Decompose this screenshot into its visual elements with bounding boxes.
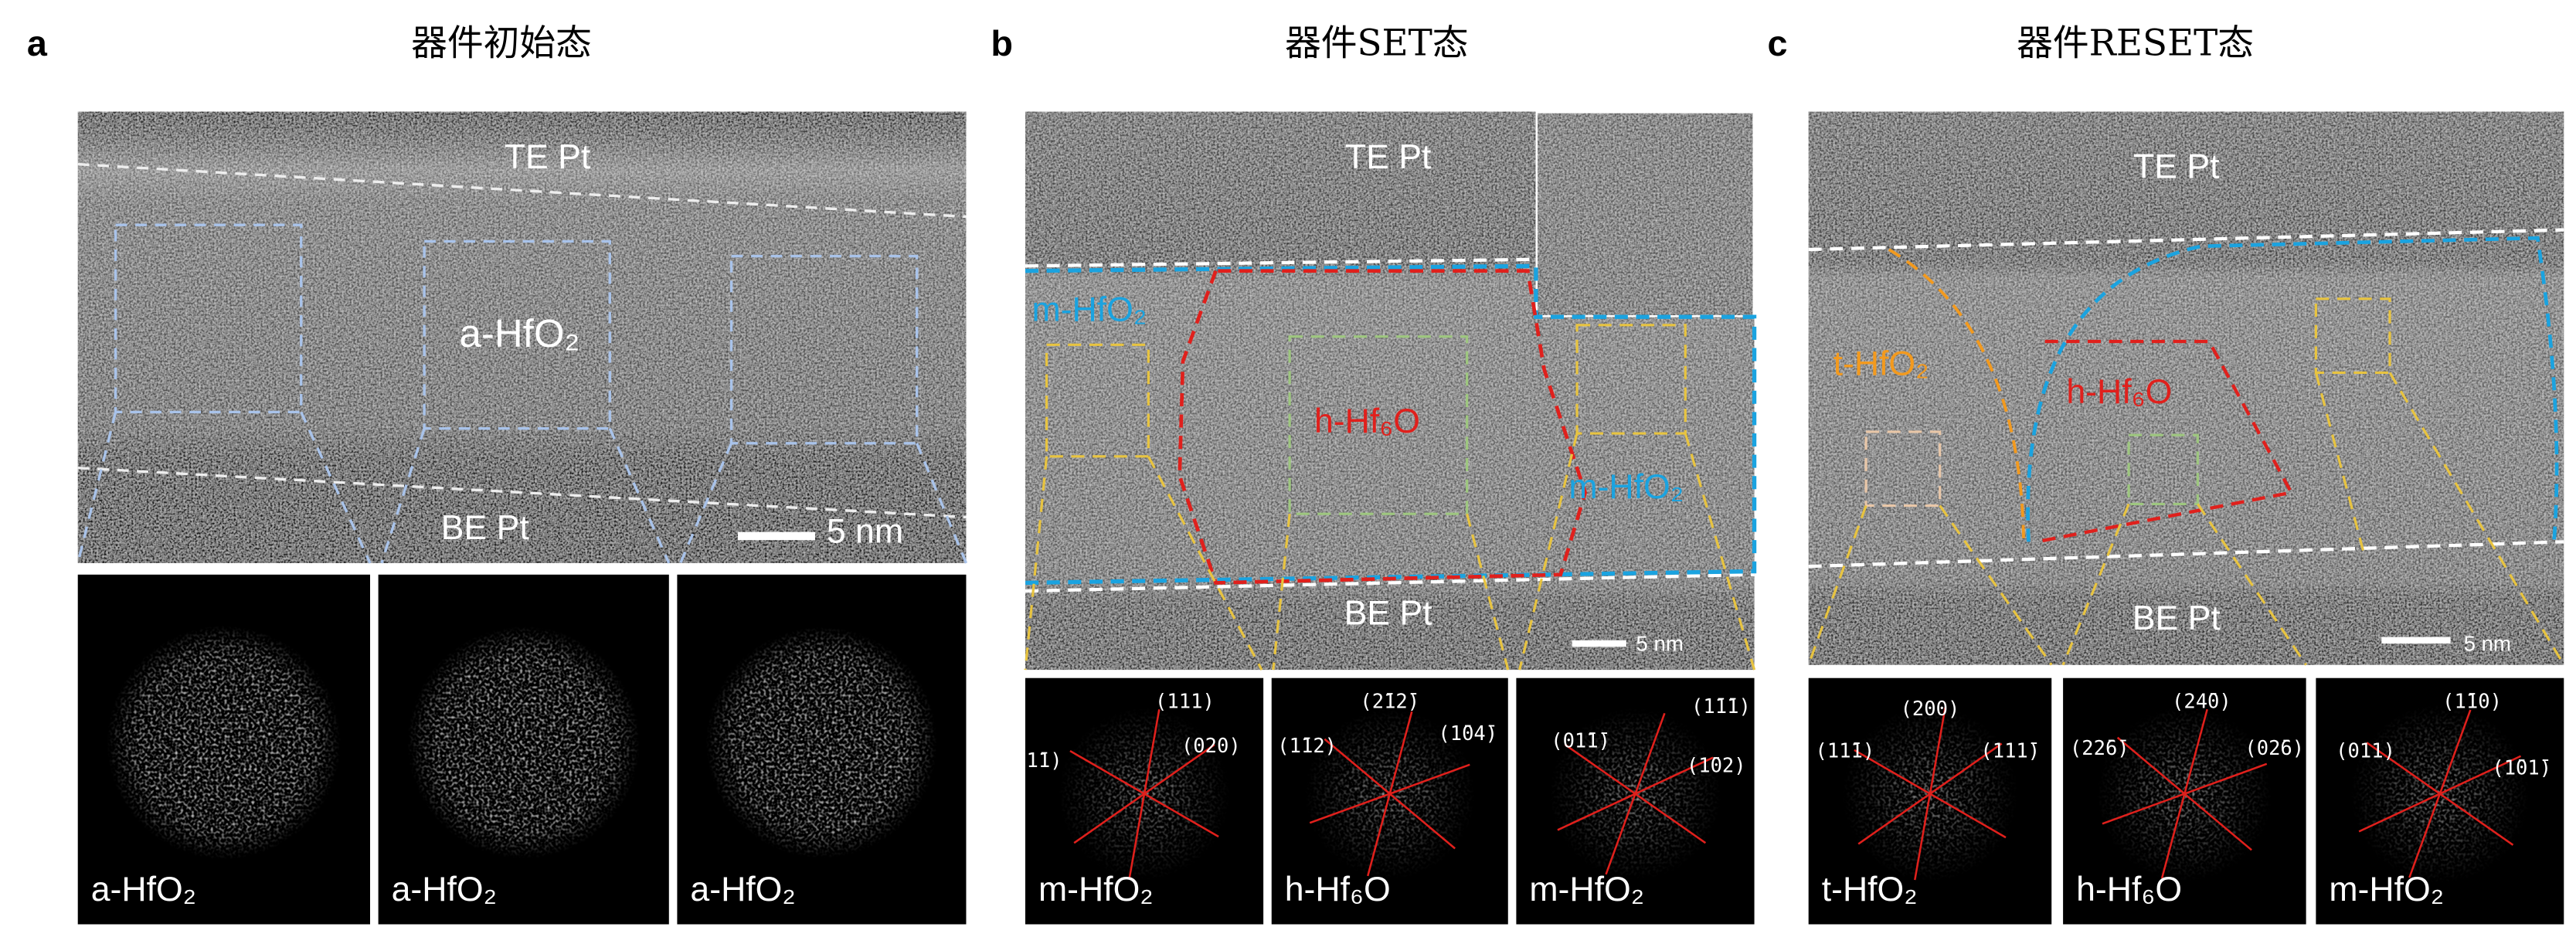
phase-label: t-HfO₂ [1833, 345, 1929, 383]
layer-label: BE Pt [441, 509, 530, 547]
miller-index: (11̄1) [1815, 739, 1874, 762]
panel-title: 器件RESET态 [2017, 23, 2254, 65]
miller-index: (11̄1) [1003, 749, 1062, 773]
overlay [76, 162, 968, 564]
miller-index: (020) [1181, 735, 1241, 758]
miller-index: (1̄01̄) [2492, 757, 2551, 780]
fft-vector [1564, 743, 1707, 844]
miller-index: (2̄12̄) [1360, 691, 1419, 714]
miller-index: (1̄04̄) [1438, 722, 1497, 745]
panel-title: 器件SET态 [1285, 23, 1469, 65]
scale-bar [2381, 637, 2451, 644]
phase-label: m-HfO₂ [1568, 468, 1684, 506]
fft-label: m-HfO₂ [2329, 871, 2444, 908]
layer-label: BE Pt [2133, 599, 2221, 637]
scale-bar [1572, 640, 1626, 647]
miller-index: (1̄1̄1) [1691, 695, 1751, 718]
layer-label: a-HfO₂ [459, 311, 579, 355]
fft-label: m-HfO₂ [1529, 871, 1644, 908]
miller-index: (02̄6) [2245, 737, 2304, 760]
fft-label: a-HfO₂ [690, 871, 795, 908]
miller-index: (1̄12) [1277, 735, 1337, 758]
fft-vector [1324, 738, 1456, 850]
miller-index: (011) [2336, 739, 2395, 762]
scale-label: 5 nm [1636, 632, 1684, 656]
miller-index: (111) [1155, 691, 1215, 714]
overlay [1807, 228, 2565, 666]
panel-letter: b [991, 23, 1013, 63]
scale-label: 5 nm [2464, 632, 2511, 656]
layer-label: TE Pt [505, 138, 591, 176]
overlay [1024, 257, 1757, 671]
fft-vector [1854, 749, 2007, 839]
phase-label: h-Hf₆O [1314, 402, 1420, 440]
miller-index: (1̄10) [2442, 691, 2502, 714]
miller-index: (111̄) [1980, 739, 2040, 762]
miller-index: (24̄0) [2172, 691, 2231, 714]
miller-index: (01̄1̄) [1551, 730, 1610, 753]
fft-vector [2366, 742, 2514, 846]
tem-image [1808, 111, 2564, 665]
tem-image [77, 111, 967, 563]
layer-label: TE Pt [2133, 148, 2220, 186]
miller-index: (22̄6̄) [2070, 737, 2129, 760]
scale-bar [738, 531, 815, 541]
fft-halo [107, 625, 342, 860]
panel-letter: c [1768, 23, 1788, 63]
scale-label: 5 nm [827, 512, 903, 550]
fft-halo [705, 627, 938, 858]
fft-label: h-Hf₆O [1285, 871, 1391, 908]
fft-vector [1069, 749, 1219, 838]
phase-label: h-Hf₆O [2066, 373, 2172, 411]
fft-label: a-HfO₂ [91, 871, 196, 908]
miller-index: (1̄02) [1687, 754, 1746, 777]
fft-label: t-HfO₂ [1822, 871, 1918, 908]
layer-label: TE Pt [1345, 138, 1432, 176]
panel-title: 器件初始态 [411, 23, 592, 65]
layer-label: BE Pt [1344, 595, 1433, 633]
fft-vector [2116, 736, 2252, 851]
miller-index: (200) [1901, 698, 1960, 721]
inset-image [1534, 110, 1756, 319]
fft-group: a-HfO₂ a-HfO₂ a-HfO₂ (111) (11̄1) (020) m-HfO₂… [77, 574, 2564, 925]
fft-label: a-HfO₂ [392, 871, 497, 908]
fft-label: h-Hf₆O [2076, 871, 2182, 908]
phase-label: m-HfO₂ [1031, 291, 1147, 329]
fft-halo [407, 626, 641, 859]
panel-letter: a [27, 23, 48, 63]
fft-label: m-HfO₂ [1038, 871, 1154, 908]
